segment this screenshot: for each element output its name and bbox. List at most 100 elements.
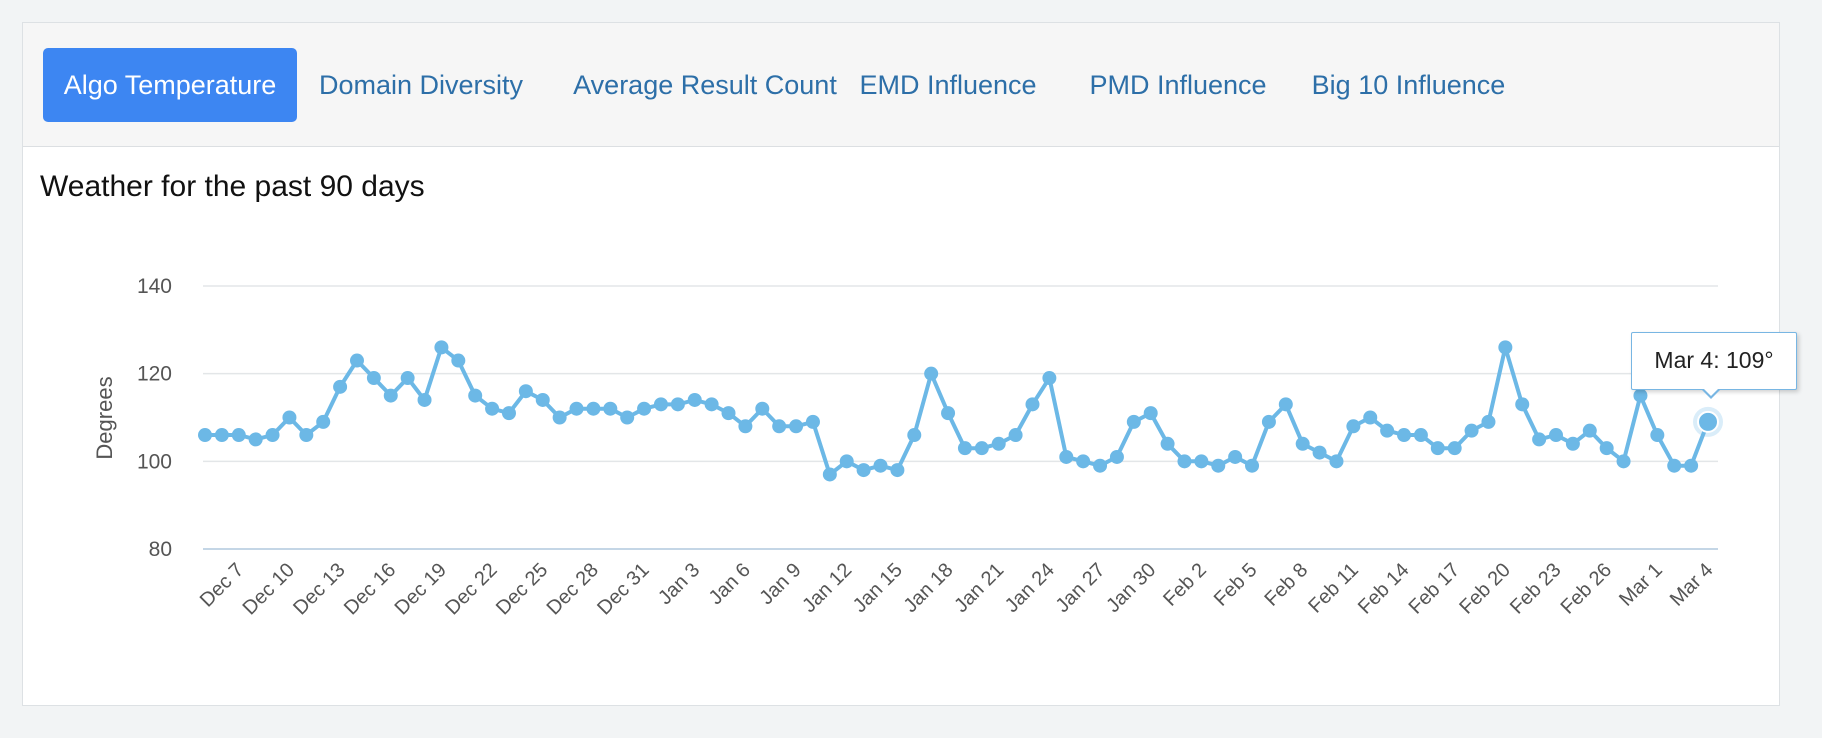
data-point[interactable]	[1093, 458, 1108, 473]
data-point[interactable]	[1329, 454, 1344, 469]
data-point[interactable]	[1582, 423, 1597, 438]
data-point[interactable]	[265, 428, 280, 443]
data-point[interactable]	[586, 401, 601, 416]
data-point[interactable]	[974, 441, 989, 456]
data-point[interactable]	[1363, 410, 1378, 425]
data-point[interactable]	[1177, 454, 1192, 469]
data-point[interactable]	[349, 353, 364, 368]
data-point[interactable]	[248, 432, 263, 447]
data-point-highlighted[interactable]	[1697, 410, 1719, 433]
data-point[interactable]	[1380, 423, 1395, 438]
data-point[interactable]	[1498, 340, 1513, 355]
data-point[interactable]	[535, 392, 550, 407]
data-point[interactable]	[1549, 428, 1564, 443]
data-point[interactable]	[1059, 449, 1074, 464]
data-point[interactable]	[518, 384, 533, 399]
data-point[interactable]	[1228, 449, 1243, 464]
data-point[interactable]	[1008, 428, 1023, 443]
x-tick-label: Feb 11	[1304, 559, 1363, 618]
data-point[interactable]	[569, 401, 584, 416]
data-point[interactable]	[687, 392, 702, 407]
data-point[interactable]	[1464, 423, 1479, 438]
data-point[interactable]	[1599, 441, 1614, 456]
data-point[interactable]	[1515, 397, 1530, 412]
data-point[interactable]	[620, 410, 635, 425]
data-point[interactable]	[316, 414, 331, 429]
data-point[interactable]	[501, 406, 516, 421]
data-point[interactable]	[1076, 454, 1091, 469]
data-tooltip: Mar 4: 109°	[1631, 332, 1797, 390]
data-point[interactable]	[805, 414, 820, 429]
data-point[interactable]	[890, 463, 905, 478]
data-point[interactable]	[214, 428, 229, 443]
data-point[interactable]	[924, 366, 939, 381]
data-point[interactable]	[670, 397, 685, 412]
data-point[interactable]	[991, 436, 1006, 451]
data-point[interactable]	[400, 371, 415, 386]
tab-average-result-count[interactable]: Average Result Count	[573, 70, 837, 100]
data-point[interactable]	[434, 340, 449, 355]
data-point[interactable]	[552, 410, 567, 425]
data-point[interactable]	[1211, 458, 1226, 473]
data-point[interactable]	[1481, 414, 1496, 429]
data-point[interactable]	[1261, 414, 1276, 429]
data-point[interactable]	[451, 353, 466, 368]
data-point[interactable]	[1430, 441, 1445, 456]
data-point[interactable]	[1346, 419, 1361, 434]
data-point[interactable]	[299, 428, 314, 443]
data-point[interactable]	[1278, 397, 1293, 412]
data-point[interactable]	[417, 392, 432, 407]
data-point[interactable]	[282, 410, 297, 425]
tab-algo-temperature[interactable]: Algo Temperature	[43, 48, 297, 122]
data-point[interactable]	[198, 428, 212, 443]
data-point[interactable]	[941, 406, 956, 421]
data-point[interactable]	[772, 419, 787, 434]
data-point[interactable]	[231, 428, 246, 443]
data-point[interactable]	[603, 401, 618, 416]
data-point[interactable]	[468, 388, 483, 403]
data-point[interactable]	[637, 401, 652, 416]
data-point[interactable]	[907, 428, 922, 443]
data-point[interactable]	[1413, 428, 1428, 443]
data-point[interactable]	[1143, 406, 1158, 421]
data-point[interactable]	[1667, 458, 1682, 473]
data-point[interactable]	[1025, 397, 1040, 412]
data-point[interactable]	[1616, 454, 1631, 469]
data-point[interactable]	[789, 419, 804, 434]
x-tick-label: Jan 27	[1052, 559, 1110, 617]
data-point[interactable]	[755, 401, 770, 416]
data-point[interactable]	[366, 371, 381, 386]
data-point[interactable]	[704, 397, 719, 412]
tab-emd-influence[interactable]: EMD Influence	[859, 70, 1037, 100]
x-tick-label: Mar 4	[1666, 559, 1718, 611]
data-point[interactable]	[1447, 441, 1462, 456]
tab-pmd-influence[interactable]: PMD Influence	[1089, 70, 1267, 100]
data-point[interactable]	[738, 419, 753, 434]
data-point[interactable]	[957, 441, 972, 456]
data-point[interactable]	[1633, 388, 1648, 403]
data-point[interactable]	[822, 467, 837, 482]
tab-big10-influence[interactable]: Big 10 Influence	[1311, 70, 1506, 100]
data-point[interactable]	[839, 454, 854, 469]
tab-domain-diversity[interactable]: Domain Diversity	[318, 70, 524, 100]
data-point[interactable]	[1245, 458, 1260, 473]
data-point[interactable]	[856, 463, 871, 478]
data-point[interactable]	[1194, 454, 1209, 469]
data-point[interactable]	[1126, 414, 1141, 429]
data-point[interactable]	[1160, 436, 1175, 451]
data-point[interactable]	[1042, 371, 1057, 386]
data-point[interactable]	[1397, 428, 1412, 443]
data-point[interactable]	[653, 397, 668, 412]
data-point[interactable]	[1295, 436, 1310, 451]
data-point[interactable]	[383, 388, 398, 403]
data-point[interactable]	[333, 379, 348, 394]
data-point[interactable]	[1532, 432, 1547, 447]
data-point[interactable]	[1684, 458, 1699, 473]
data-point[interactable]	[1312, 445, 1327, 460]
data-point[interactable]	[721, 406, 736, 421]
data-point[interactable]	[873, 458, 888, 473]
data-point[interactable]	[1565, 436, 1580, 451]
data-point[interactable]	[1109, 449, 1124, 464]
data-point[interactable]	[1650, 428, 1665, 443]
data-point[interactable]	[485, 401, 500, 416]
